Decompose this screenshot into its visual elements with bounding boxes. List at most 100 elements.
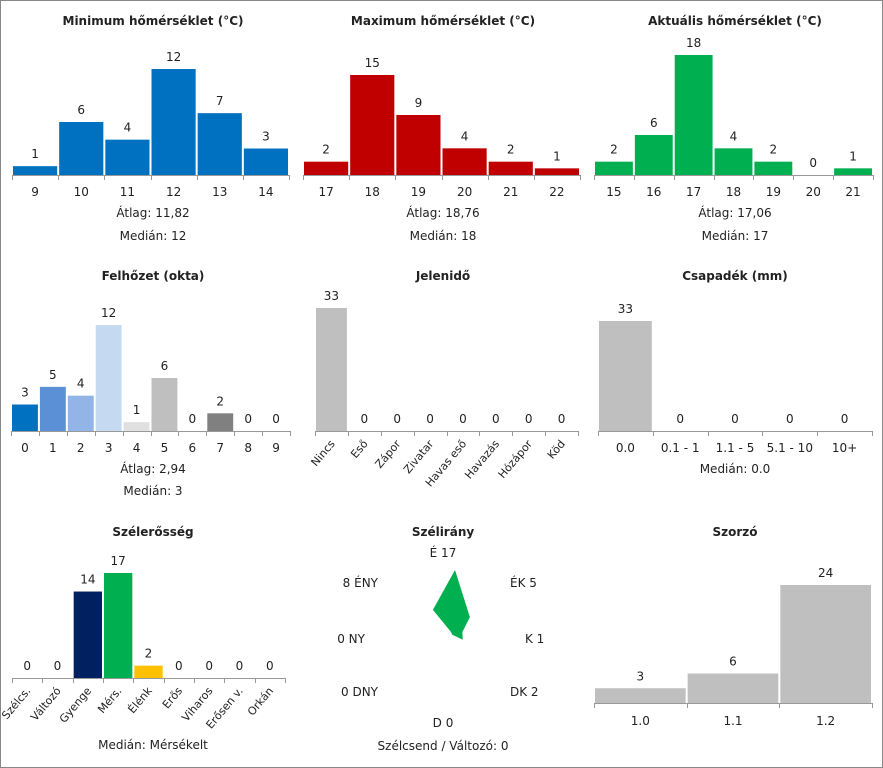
data-label-felho-3: 12 — [101, 306, 116, 320]
data-label-csap-3: 0 — [786, 412, 794, 426]
bar-akt-3 — [714, 148, 753, 175]
data-label-jelen-0: 33 — [324, 289, 339, 303]
data-label-min-3: 12 — [166, 50, 181, 64]
tick-label-max-0: 17 — [318, 185, 333, 199]
tick-label-szel-4: Élénk — [125, 684, 155, 716]
tick-label-csap-1: 0.1 - 1 — [661, 441, 700, 455]
tick-label-min-0: 9 — [31, 185, 39, 199]
tick-label-szel-3: Mérs. — [95, 685, 124, 716]
wind-calm-footer: Szélcsend / Változó: 0 — [378, 739, 509, 753]
tick-label-max-1: 18 — [365, 185, 380, 199]
wind-dir-label-5: 0 DNY — [341, 685, 379, 699]
tick-label-felho-1: 1 — [49, 441, 57, 455]
tick-label-felho-5: 5 — [161, 441, 169, 455]
data-label-akt-1: 6 — [650, 116, 658, 130]
data-label-felho-7: 2 — [216, 394, 224, 408]
data-label-szel-6: 0 — [205, 659, 213, 673]
data-label-szel-0: 0 — [23, 659, 31, 673]
data-label-szorzo-0: 3 — [637, 669, 645, 683]
data-label-szel-1: 0 — [54, 659, 62, 673]
bar-felho-3 — [95, 325, 122, 431]
tick-label-akt-1: 16 — [646, 185, 661, 199]
data-label-csap-2: 0 — [731, 412, 739, 426]
bar-akt-4 — [754, 161, 793, 175]
data-label-szorzo-1: 6 — [729, 655, 737, 669]
data-label-jelen-2: 0 — [393, 412, 401, 426]
bar-min-1 — [59, 122, 104, 175]
data-label-szel-4: 2 — [145, 647, 153, 661]
chart-title-csap: Csapadék (mm) — [682, 269, 788, 283]
wind-dir-label-4: D 0 — [433, 716, 454, 730]
data-label-csap-0: 33 — [618, 302, 633, 316]
bar-felho-0 — [12, 404, 38, 431]
tick-label-csap-3: 5.1 - 10 — [767, 441, 813, 455]
wind-dir-label-2: K 1 — [525, 632, 544, 646]
tick-label-felho-0: 0 — [21, 441, 29, 455]
tick-label-max-3: 20 — [457, 185, 472, 199]
data-label-max-3: 4 — [461, 129, 469, 143]
tick-label-csap-0: 0.0 — [616, 441, 635, 455]
tick-label-csap-4: 10+ — [832, 441, 857, 455]
stat-csap-0: Medián: 0.0 — [700, 462, 771, 476]
chart-title-max: Maximum hőmérséklet (°C) — [351, 14, 535, 28]
data-label-felho-2: 4 — [77, 377, 85, 391]
tick-label-szorzo-1: 1.1 — [723, 714, 742, 728]
data-label-max-2: 9 — [415, 96, 423, 110]
data-label-max-0: 2 — [322, 143, 330, 157]
tick-label-jelen-5: Havazás — [462, 437, 502, 481]
bar-felho-2 — [67, 395, 94, 431]
data-label-jelen-4: 0 — [459, 412, 467, 426]
data-label-jelen-6: 0 — [525, 412, 533, 426]
data-label-felho-8: 0 — [244, 412, 252, 426]
bar-felho-1 — [39, 386, 66, 431]
tick-label-min-5: 14 — [258, 185, 273, 199]
tick-label-akt-4: 19 — [766, 185, 781, 199]
tick-label-jelen-1: Eső — [348, 437, 371, 460]
stat-akt-1: Medián: 17 — [702, 229, 769, 243]
bar-min-3 — [151, 69, 196, 175]
tick-label-max-4: 21 — [503, 185, 518, 199]
data-label-jelen-5: 0 — [492, 412, 500, 426]
tick-label-akt-0: 15 — [606, 185, 621, 199]
tick-label-felho-8: 8 — [244, 441, 252, 455]
tick-label-felho-9: 9 — [272, 441, 280, 455]
data-label-min-1: 6 — [77, 103, 85, 117]
bar-szel-3 — [104, 573, 133, 678]
data-label-jelen-7: 0 — [558, 412, 566, 426]
tick-label-szel-5: Erős — [160, 684, 186, 711]
data-label-akt-6: 1 — [849, 149, 857, 163]
chart-title-jelen: Jelenidő — [415, 269, 470, 283]
data-label-szel-2: 14 — [80, 573, 95, 587]
bar-akt-2 — [674, 55, 713, 175]
data-label-akt-0: 2 — [610, 143, 618, 157]
data-label-max-1: 15 — [365, 56, 380, 70]
tick-label-szel-2: Gyenge — [57, 684, 94, 725]
tick-label-szorzo-2: 1.2 — [816, 714, 835, 728]
tick-label-felho-2: 2 — [77, 441, 85, 455]
bar-min-2 — [105, 139, 150, 175]
bar-csap-0 — [599, 321, 652, 431]
tick-label-akt-6: 21 — [845, 185, 860, 199]
bar-akt-0 — [595, 161, 633, 175]
bar-max-4 — [488, 161, 533, 175]
bar-max-5 — [534, 168, 579, 175]
chart-title-szel: Szélerősség — [112, 525, 193, 539]
data-label-szel-8: 0 — [266, 659, 274, 673]
bar-akt-1 — [634, 135, 673, 175]
tick-label-jelen-2: Zápor — [373, 437, 404, 471]
tick-label-min-2: 11 — [120, 185, 135, 199]
tick-label-felho-6: 6 — [189, 441, 197, 455]
tick-label-szorzo-0: 1.0 — [631, 714, 650, 728]
bar-szel-4 — [134, 665, 163, 678]
data-label-csap-1: 0 — [676, 412, 684, 426]
tick-label-min-3: 12 — [166, 185, 181, 199]
tick-label-akt-3: 18 — [726, 185, 741, 199]
tick-label-felho-4: 4 — [133, 441, 141, 455]
bar-max-0 — [304, 161, 349, 175]
bar-max-3 — [442, 148, 487, 175]
data-label-max-5: 1 — [553, 149, 561, 163]
data-label-min-0: 1 — [31, 147, 39, 161]
bar-max-1 — [350, 75, 395, 175]
stat-max-1: Medián: 18 — [410, 229, 477, 243]
